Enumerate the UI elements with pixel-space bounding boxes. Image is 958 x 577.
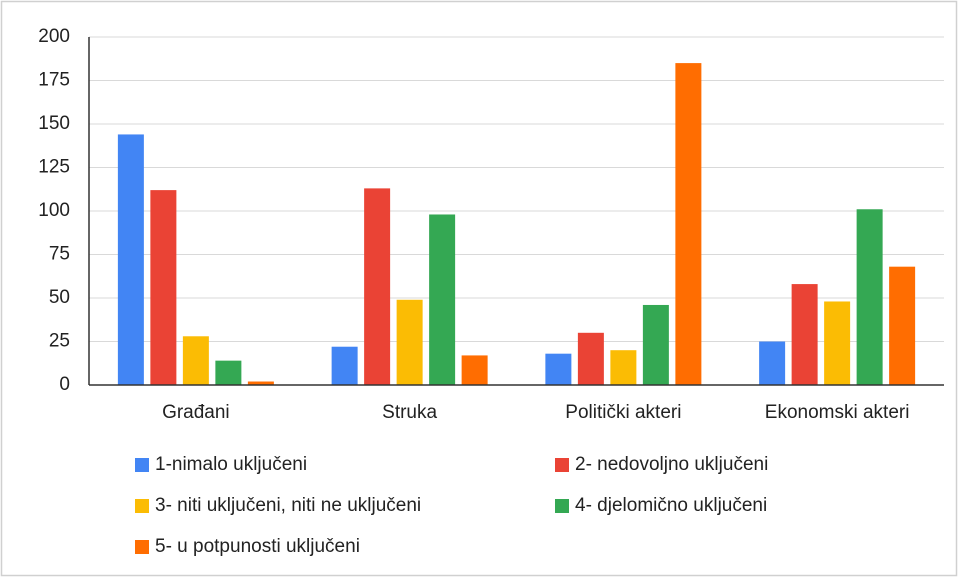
bar (247, 381, 274, 385)
legend-swatch (135, 458, 149, 472)
y-tick-label: 75 (49, 244, 70, 265)
legend-label: 5- u potpunosti uključeni (155, 536, 360, 557)
bar (856, 209, 883, 385)
bar (331, 346, 358, 385)
legend-swatch (555, 458, 569, 472)
y-tick-label: 25 (49, 331, 70, 352)
bar (610, 350, 637, 385)
x-tick-label: Građani (162, 402, 230, 423)
bar (396, 299, 423, 385)
bar (461, 355, 488, 385)
bar (364, 188, 391, 385)
bar (675, 63, 702, 385)
bar (545, 353, 572, 385)
bar (182, 336, 209, 385)
bar (889, 266, 916, 385)
legend-label: 1-nimalo uključeni (155, 454, 307, 475)
legend-label: 4- djelomično uključeni (575, 495, 767, 516)
legend-swatch (135, 540, 149, 554)
legend-label: 3- niti uključeni, niti ne uključeni (155, 495, 421, 516)
x-tick-label: Ekonomski akteri (765, 402, 910, 423)
bar (215, 360, 242, 385)
y-tick-label: 150 (38, 113, 70, 134)
legend-label: 2- nedovoljno uključeni (575, 454, 768, 475)
bar (150, 190, 177, 385)
bar (759, 341, 786, 385)
x-tick-label: Politički akteri (565, 402, 681, 423)
legend-swatch (555, 499, 569, 513)
y-tick-label: 175 (38, 70, 70, 91)
y-tick-label: 200 (38, 26, 70, 47)
bar (824, 301, 851, 385)
bar (791, 284, 818, 385)
y-tick-label: 100 (38, 200, 70, 221)
y-tick-label: 0 (59, 374, 70, 395)
y-tick-label: 50 (49, 287, 70, 308)
bar (577, 332, 604, 385)
x-tick-label: Struka (382, 402, 437, 423)
bar (429, 214, 456, 385)
legend-swatch (135, 499, 149, 513)
y-tick-label: 125 (38, 157, 70, 178)
bar (117, 134, 144, 385)
bar (642, 304, 669, 385)
